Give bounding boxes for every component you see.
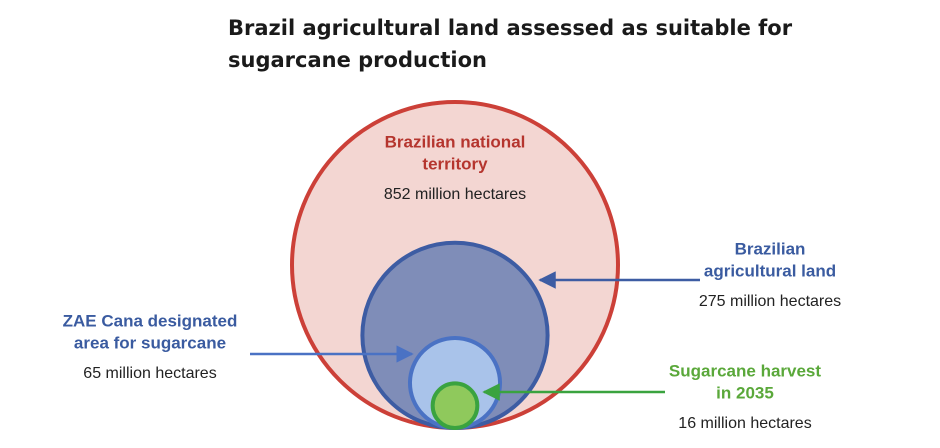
value-label: 65 million hectares [83, 365, 216, 382]
circle [430, 381, 480, 430]
category-label: Brazilian national [385, 132, 526, 151]
category-label: Sugarcane harvest [669, 361, 821, 380]
value-label: 852 million hectares [384, 186, 526, 203]
category-label: in 2035 [716, 383, 774, 402]
category-label: Brazilian [735, 239, 806, 258]
category-label: agricultural land [704, 261, 836, 280]
category-label: ZAE Cana designated [63, 311, 238, 330]
value-label: 16 million hectares [678, 415, 811, 432]
chart-title: Brazil agricultural land assessed as sui… [228, 16, 793, 72]
category-label: territory [422, 154, 488, 173]
value-label: 275 million hectares [699, 293, 841, 310]
category-label: area for sugarcane [74, 333, 226, 352]
